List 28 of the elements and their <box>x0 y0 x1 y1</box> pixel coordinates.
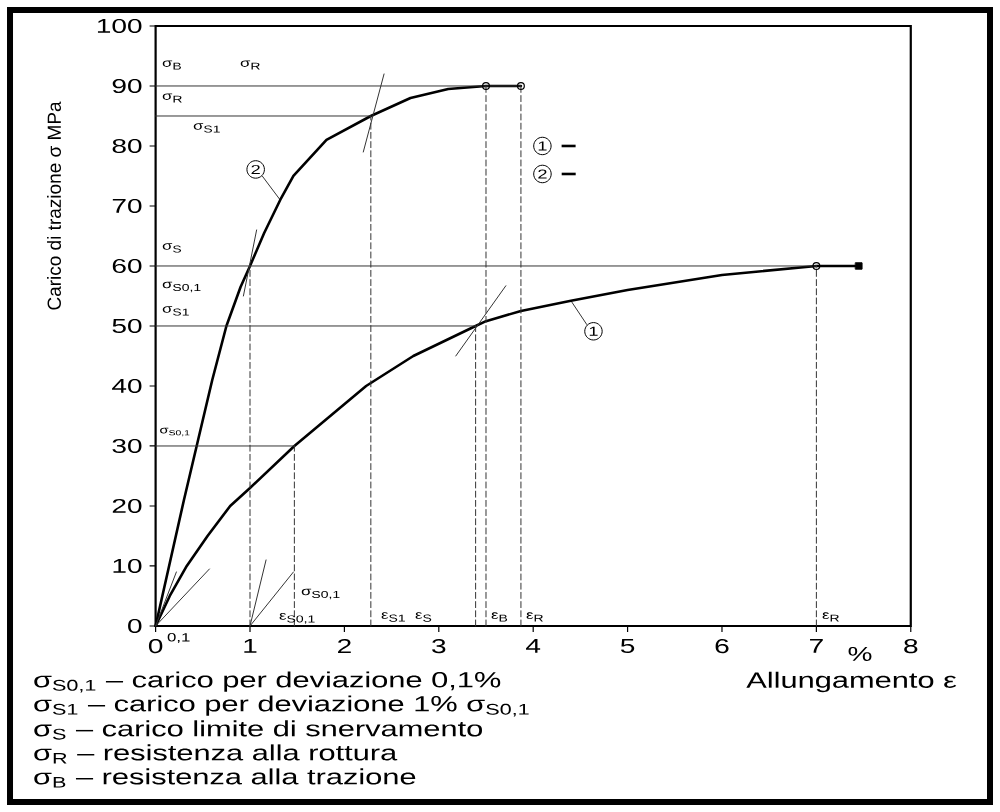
x-tick-label: 1 <box>244 639 257 653</box>
y-tick-label: 50 <box>112 318 142 334</box>
y-tick-label: 90 <box>112 78 142 94</box>
y-axis-title: Carico di trazione σ MPa <box>47 101 61 310</box>
x-tick-label: 2 <box>338 639 351 653</box>
x-tick-label: 4 <box>526 639 541 653</box>
y-tick-label: 100 <box>97 18 142 34</box>
text: σ$_{S}$ – carico limite di snervamento <box>34 720 482 740</box>
y-tick-label: 60 <box>112 258 142 274</box>
y-tick-label: 10 <box>113 558 142 574</box>
y-tick-label: 70 <box>112 198 142 214</box>
x-tick-label: 5 <box>620 639 635 653</box>
x-tick-label: 7 <box>810 639 823 653</box>
x-tick-label: 3 <box>432 639 446 654</box>
text: σ$_{B}$ – resistenza alla trazione <box>34 768 416 788</box>
y-tick-label: 30 <box>112 438 142 454</box>
x-tick-label: 0 <box>148 639 163 654</box>
x-tick-label: 6 <box>715 639 729 654</box>
y-tick-label: 20 <box>112 498 142 514</box>
x-tick-label: 8 <box>904 639 918 654</box>
text: % <box>848 646 872 661</box>
text: σ$_{S0,1}$ – carico per deviazione 0,1% <box>34 671 501 693</box>
y-tick-label: 40 <box>112 378 142 394</box>
x-axis-title: Allungamento ε <box>746 671 957 693</box>
y-tick-label: 80 <box>112 138 142 154</box>
text: σ$_{S1}$ – carico per deviazione 1% σ$_{S0,1}$ <box>34 695 529 717</box>
y-tick-label: 0 <box>128 618 142 634</box>
text: σ$_{R}$ – resistenza alla rottura <box>34 744 398 764</box>
